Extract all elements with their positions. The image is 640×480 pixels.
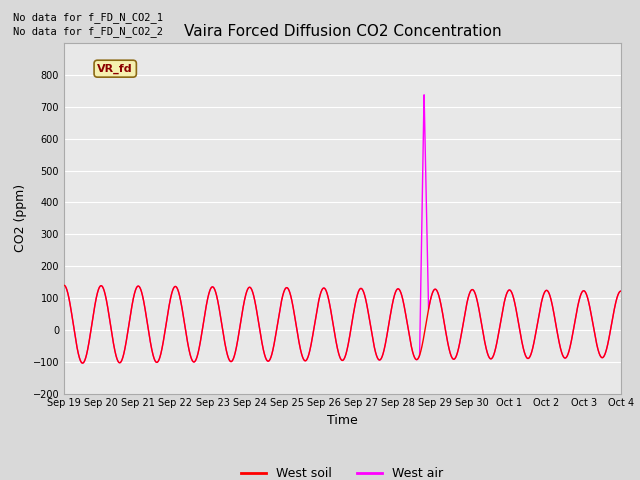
Text: No data for f_FD_N_CO2_1: No data for f_FD_N_CO2_1: [13, 12, 163, 23]
Legend: West soil, West air: West soil, West air: [236, 462, 449, 480]
X-axis label: Time: Time: [327, 414, 358, 427]
Text: No data for f_FD_N_CO2_2: No data for f_FD_N_CO2_2: [13, 26, 163, 37]
Text: VR_fd: VR_fd: [97, 63, 133, 74]
Y-axis label: CO2 (ppm): CO2 (ppm): [14, 184, 27, 252]
Title: Vaira Forced Diffusion CO2 Concentration: Vaira Forced Diffusion CO2 Concentration: [184, 24, 501, 39]
